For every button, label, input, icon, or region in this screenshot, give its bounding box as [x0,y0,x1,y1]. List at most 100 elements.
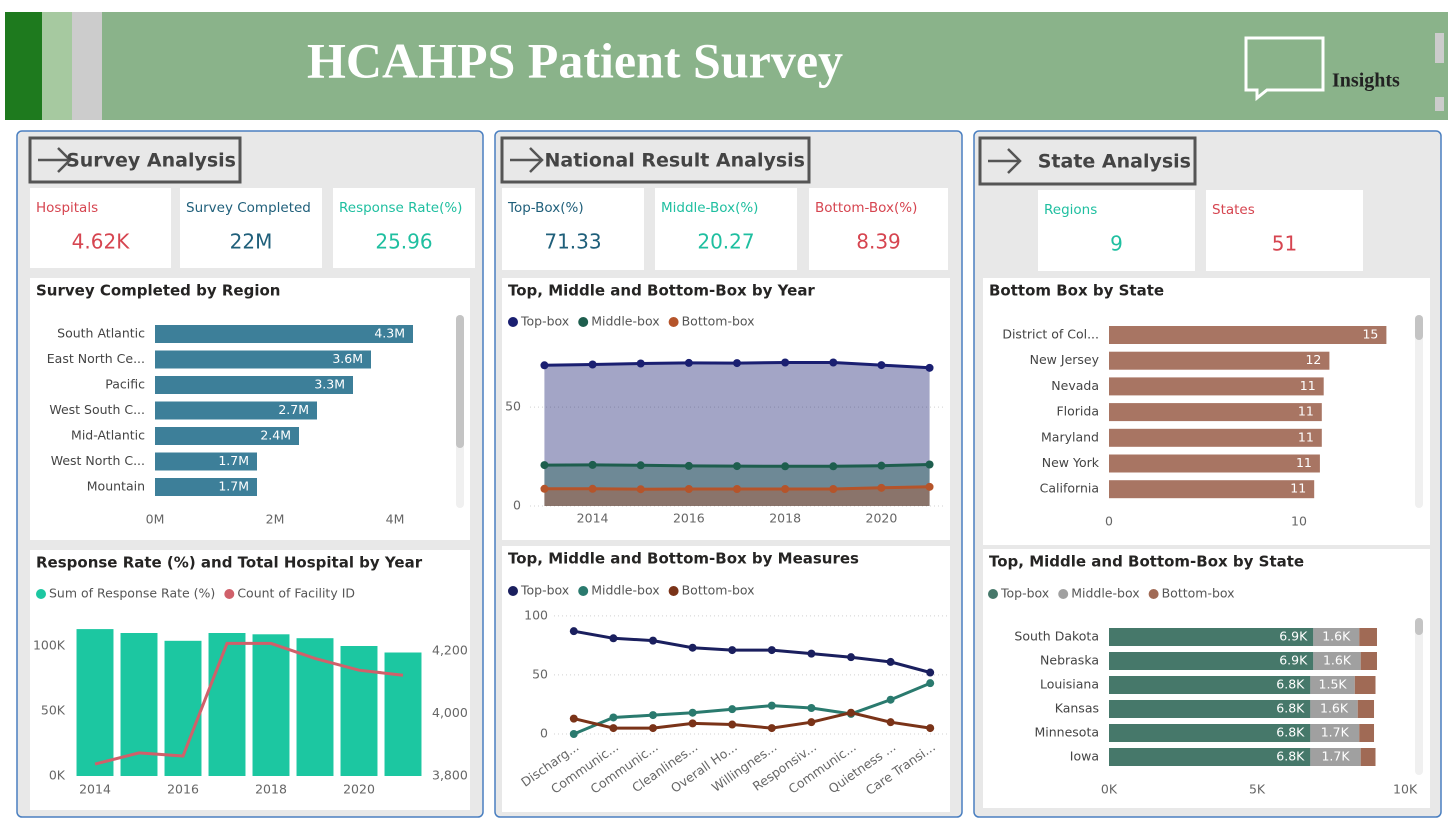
point [609,634,618,643]
kpi-label: Top-Box(%) [507,200,584,216]
category-label: Mountain [87,479,145,494]
point [781,485,790,494]
x-tick-label: 2018 [255,782,287,797]
bar-segment [1360,748,1376,766]
chart-title: Top, Middle and Bottom-Box by Measures [508,550,859,568]
x-tick-label: 10 [1291,514,1307,529]
bar [155,376,353,394]
chart-title: Survey Completed by Region [36,282,280,300]
y-tick-label: 50K [41,703,66,718]
point [925,363,934,372]
point [767,724,776,733]
chart-title: Top, Middle and Bottom-Box by Year [508,282,815,300]
value-label: 11 [1298,429,1314,444]
insights-icon[interactable] [1244,36,1325,102]
bar [1109,403,1322,422]
y-tick-label: 100 [524,607,548,622]
header-bar [5,12,1448,120]
value-label: 11 [1290,481,1306,496]
section-title: Survey Analysis [66,150,236,172]
category-label: California [1040,481,1099,496]
legend-swatch [668,317,679,327]
kpi-value: 20.27 [697,230,754,254]
point [540,484,549,493]
point [636,359,645,368]
value-label: 6.9K [1279,629,1308,644]
bar [155,427,299,445]
point [847,653,855,662]
value-label: 1.7M [218,479,249,494]
bar-segment [1313,652,1361,670]
point [781,358,790,367]
bar [1109,428,1322,447]
point [688,643,697,652]
value-label: 11 [1300,378,1316,393]
arrow-icon [510,147,544,173]
legend-label: Bottom-box [682,583,755,598]
arrow-icon [988,148,1022,174]
bar-segment [1310,748,1361,766]
x-tick-label: 0M [146,512,165,527]
legend-label: Top-box [520,314,569,329]
y-tick-label: 100K [33,638,66,653]
point [829,462,838,471]
bar-segment [1357,700,1375,718]
scrollbar-thumb [1415,315,1423,340]
category-label: West North C... [51,453,145,468]
category-label: Nevada [1051,378,1099,393]
category-label: East North Ce... [47,351,145,366]
point [877,483,886,492]
point [609,713,618,722]
point [829,485,838,494]
y-tick-label: 50 [532,666,548,681]
x-tick-label: 4M [386,512,405,527]
dashboard-title: HCAHPS Patient Survey [307,32,843,88]
point [540,461,549,470]
legend-label: Bottom-box [682,314,755,329]
kpi-card [180,188,322,268]
kpi-value: 22M [230,230,273,254]
legend-swatch [1058,589,1069,599]
header-stripe [5,12,42,120]
y2-tick-label: 4,200 [432,643,468,658]
section-header [500,136,811,184]
line [573,711,931,730]
chart-title: Response Rate (%) and Total Hospital by … [36,554,423,572]
kpi-label: Middle-Box(%) [661,200,758,216]
point [569,714,578,723]
category-label: Nebraska [1040,653,1099,668]
value-label: 12 [1305,352,1321,367]
point [829,358,838,367]
bar [76,629,114,776]
category-label: New York [1042,455,1100,470]
point [588,460,597,469]
bar-segment [1109,700,1311,718]
category-label: New Jersey [1030,352,1100,367]
bar-segment [1310,676,1355,694]
arrow-icon [38,147,72,173]
point [728,720,737,729]
point [807,649,816,658]
point [588,360,597,369]
value-label: 6.8K [1276,677,1305,692]
point [684,485,693,494]
x-tick-label: 2014 [79,782,111,797]
category-label: Kansas [1055,701,1099,716]
point [728,646,737,655]
legend-label: Top-box [1000,586,1049,601]
point [540,361,549,370]
category-label: West South C... [49,402,145,417]
insights-button[interactable]: Insights [1332,70,1400,92]
legend-label: Sum of Response Rate (%) [49,586,215,601]
kpi-value: 51 [1272,232,1297,256]
y-tick-label: 50 [505,399,521,414]
y-tick-label: 0 [540,726,548,741]
point [733,485,741,494]
x-tick-label: 2018 [769,511,801,526]
section-header [28,136,242,184]
category-label: Iowa [1070,749,1099,764]
bar-segment [1354,676,1376,694]
bar-segment [1310,724,1360,742]
header-stripe [72,12,102,120]
